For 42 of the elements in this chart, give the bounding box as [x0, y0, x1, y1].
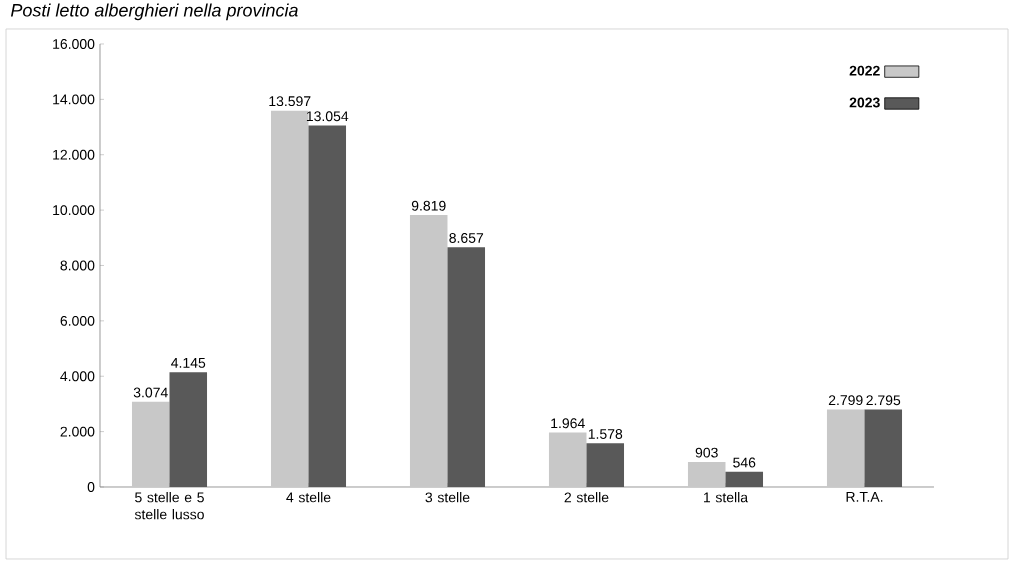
- data-label: 13.054: [306, 111, 349, 122]
- bar: [169, 372, 208, 487]
- data-label: 903: [695, 447, 718, 458]
- data-label: 546: [733, 457, 756, 468]
- x-tick-label: R.T.A.: [846, 492, 883, 502]
- data-label: 8.657: [449, 233, 484, 243]
- bar: [586, 443, 625, 487]
- data-label: 1.964: [551, 418, 585, 429]
- y-tick-label: 12.000: [53, 149, 95, 160]
- data-label: 4.145: [171, 358, 206, 368]
- y-tick-label: 14.000: [53, 94, 95, 105]
- legend-label: 2022: [849, 65, 880, 76]
- y-tick-label: 0: [87, 482, 95, 492]
- bar: [131, 401, 170, 487]
- y-tick-label: 6.000: [60, 315, 95, 326]
- bar: [409, 215, 448, 487]
- data-label: 2.795: [866, 395, 901, 406]
- data-label: 3.074: [133, 387, 168, 398]
- y-tick-label: 16.000: [53, 39, 95, 49]
- legend-label: 2023: [849, 97, 880, 108]
- bar: [725, 471, 764, 487]
- bar: [447, 247, 486, 487]
- y-tick-label: 4.000: [60, 371, 95, 382]
- data-label: 13.597: [269, 96, 311, 107]
- bar: [270, 110, 309, 487]
- x-tick-label: 3 stelle: [425, 492, 470, 503]
- data-label: 1.578: [588, 429, 623, 439]
- data-label: 2.799: [828, 395, 863, 406]
- bar: [826, 409, 865, 487]
- bar: [687, 461, 726, 487]
- data-label: 9.819: [411, 200, 446, 211]
- x-tick-label: 1 stella: [703, 492, 749, 503]
- y-tick-label: 10.000: [53, 205, 95, 216]
- bar: [548, 432, 587, 487]
- x-tick-label: 2 stelle: [564, 492, 609, 503]
- bar: [864, 409, 903, 487]
- x-tick-label: 5 stelle e 5 stelle lusso: [134, 492, 204, 520]
- x-tick-label: 4 stelle: [286, 492, 331, 503]
- y-tick-label: 2.000: [60, 426, 95, 437]
- y-tick-label: 8.000: [60, 260, 95, 271]
- bar: [308, 125, 347, 487]
- chart-title: Posti letto alberghieri nella provincia: [10, 3, 298, 21]
